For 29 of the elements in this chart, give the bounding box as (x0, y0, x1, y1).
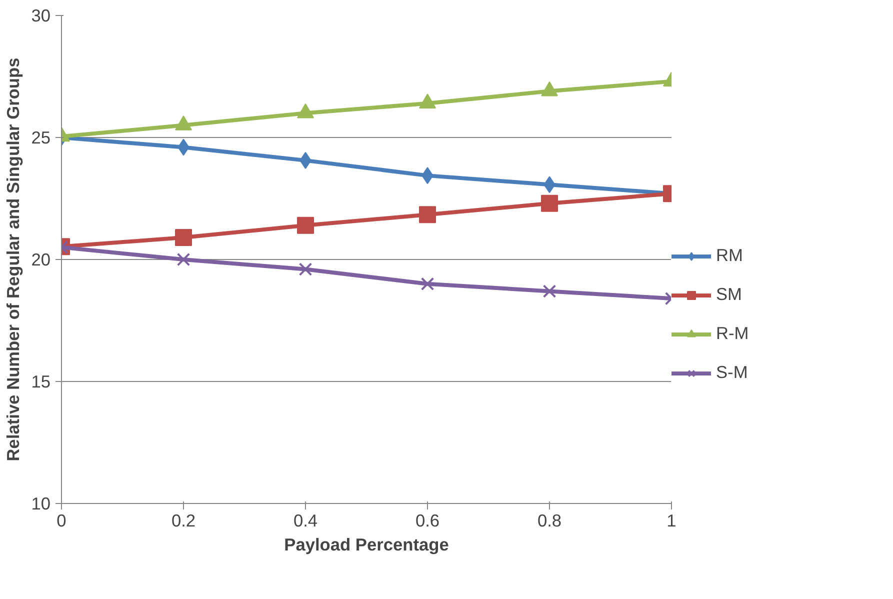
x-axis-title: Payload Percentage (284, 534, 450, 554)
legend-label: S-M (716, 362, 748, 383)
point (175, 116, 192, 130)
x-tick-label: 0.6 (415, 510, 440, 530)
y-tick-label: 10 (31, 494, 51, 514)
x-tick-label: 1 (666, 510, 676, 530)
x-tick-label: 0.4 (293, 510, 318, 530)
legend-label: SM (716, 284, 742, 305)
legend-label: RM (716, 245, 743, 266)
point (175, 229, 192, 246)
point (176, 252, 190, 266)
point (541, 81, 558, 96)
y-axis-title: Relative Number of Regular and Singular Groups (3, 58, 24, 462)
x-tick-label: 0 (56, 510, 66, 530)
legend-label: R-M (716, 323, 749, 344)
x-tick-label: 0.8 (537, 510, 562, 530)
y-tick-label: 20 (31, 250, 51, 270)
y-tick-label: 30 (31, 6, 51, 26)
y-tick-label: 25 (31, 128, 51, 148)
point (419, 94, 436, 108)
x-tick-label: 0.2 (171, 510, 196, 530)
point (541, 194, 558, 212)
point (298, 262, 312, 276)
point (542, 284, 556, 298)
point (297, 216, 314, 234)
y-tick-label: 15 (31, 372, 51, 392)
point (297, 103, 314, 118)
point (420, 277, 434, 291)
point (419, 206, 436, 224)
